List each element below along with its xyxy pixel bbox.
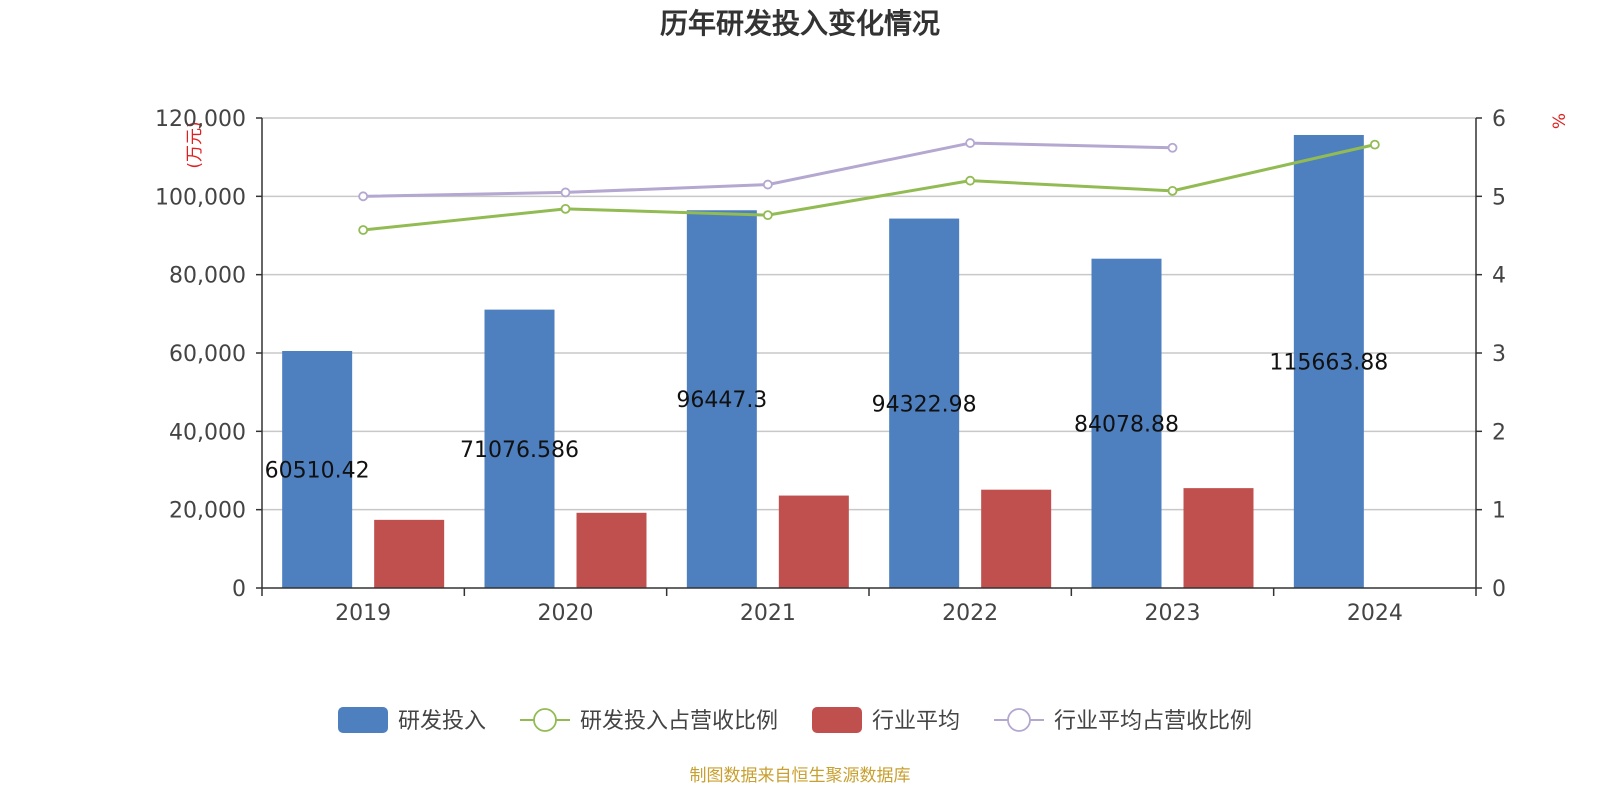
legend-label: 行业平均占营收比例 <box>1054 709 1252 734</box>
x-tick-label: 2019 <box>335 601 391 626</box>
lines <box>358 138 1380 235</box>
bar <box>1091 258 1162 588</box>
left-tick-label: 60,000 <box>169 342 246 367</box>
bar <box>374 519 445 588</box>
chart-title: 历年研发投入变化情况 <box>660 7 940 40</box>
left-tick-label: 100,000 <box>155 185 246 210</box>
bar <box>981 489 1052 588</box>
x-tick-label: 2023 <box>1145 601 1201 626</box>
line-point <box>1167 185 1178 196</box>
bars <box>282 134 1364 588</box>
bar-value-label: 60510.42 <box>265 459 370 484</box>
source-note: 制图数据来自恒生聚源数据库 <box>690 766 911 786</box>
left-tick-label: 120,000 <box>155 107 246 132</box>
legend: 研发投入 研发投入占营收比例 行业平均 行业平均占营收比例 <box>338 707 1252 734</box>
right-axis-unit: % <box>1550 113 1570 129</box>
left-axis-ticks: 0 20,000 40,000 60,000 80,000 100,000 120,000 <box>155 107 262 602</box>
left-tick-label: 40,000 <box>169 420 246 445</box>
right-tick-label: 1 <box>1492 499 1506 524</box>
legend-label: 研发投入 <box>398 709 486 734</box>
bar <box>1183 488 1254 588</box>
bar <box>484 309 555 588</box>
bar <box>778 495 849 588</box>
bar <box>282 351 353 588</box>
line-point <box>358 191 369 202</box>
line-point <box>762 179 773 190</box>
series-line <box>363 143 1376 232</box>
bar <box>686 210 757 588</box>
right-tick-label: 3 <box>1492 342 1506 367</box>
left-tick-label: 80,000 <box>169 264 246 289</box>
right-axis-ticks: 0 1 2 3 4 5 6 <box>1476 107 1506 602</box>
bar-value-label: 71076.586 <box>460 438 579 463</box>
bar <box>889 218 960 588</box>
grid <box>262 117 1476 511</box>
legend-marker <box>533 708 557 732</box>
bar <box>1293 134 1364 588</box>
right-tick-label: 4 <box>1492 264 1506 289</box>
x-tick-label: 2022 <box>942 601 998 626</box>
right-tick-label: 0 <box>1492 577 1506 602</box>
line-point <box>1167 142 1178 153</box>
right-tick-label: 6 <box>1492 107 1506 132</box>
line-point <box>965 175 976 186</box>
line-point <box>560 203 571 214</box>
bar <box>576 512 647 588</box>
line-point <box>1369 139 1380 150</box>
legend-label: 研发投入占营收比例 <box>580 709 778 734</box>
x-tick-label: 2024 <box>1347 601 1403 626</box>
bar-value-label: 115663.88 <box>1269 350 1388 375</box>
bar-value-label: 84078.88 <box>1074 412 1179 437</box>
left-tick-label: 20,000 <box>169 499 246 524</box>
legend-swatch <box>812 707 862 733</box>
right-tick-label: 2 <box>1492 420 1506 445</box>
left-axis-unit: (万元) <box>185 121 205 168</box>
legend-label: 行业平均 <box>872 709 960 734</box>
x-tick-label: 2021 <box>740 601 796 626</box>
right-tick-label: 5 <box>1492 185 1506 210</box>
left-tick-label: 0 <box>232 577 246 602</box>
x-tick-label: 2020 <box>538 601 594 626</box>
x-axis-ticks: 2019 2020 2021 2022 2023 2024 <box>261 588 1477 626</box>
bar-value-label: 96447.3 <box>676 388 767 413</box>
legend-swatch <box>338 707 388 733</box>
bar-value-label: 94322.98 <box>872 392 977 417</box>
bar-data-labels: 60510.42 71076.586 96447.3 94322.98 84078.88… <box>265 350 1389 483</box>
line-point <box>762 210 773 221</box>
line-point <box>560 187 571 198</box>
legend-marker <box>1007 708 1031 732</box>
line-point <box>358 225 369 235</box>
line-point <box>965 138 976 148</box>
